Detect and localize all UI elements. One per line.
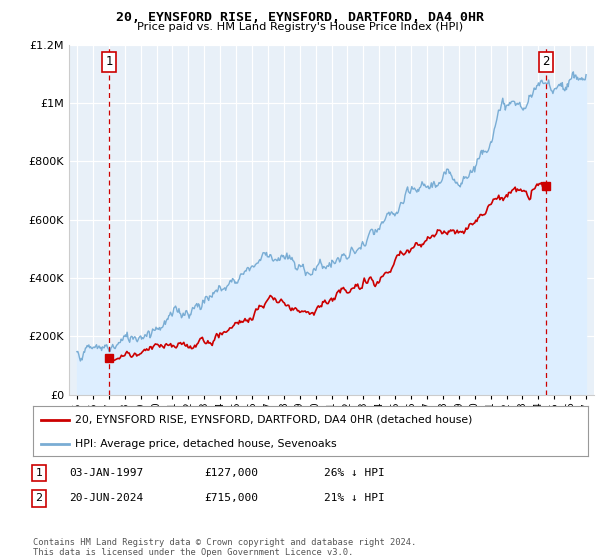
Text: 20, EYNSFORD RISE, EYNSFORD, DARTFORD, DA4 0HR (detached house): 20, EYNSFORD RISE, EYNSFORD, DARTFORD, D… xyxy=(74,414,472,424)
Text: 21% ↓ HPI: 21% ↓ HPI xyxy=(324,493,385,503)
Text: 2: 2 xyxy=(542,55,550,68)
Text: 03-JAN-1997: 03-JAN-1997 xyxy=(69,468,143,478)
Text: 1: 1 xyxy=(35,468,43,478)
Text: £127,000: £127,000 xyxy=(204,468,258,478)
Text: Contains HM Land Registry data © Crown copyright and database right 2024.
This d: Contains HM Land Registry data © Crown c… xyxy=(33,538,416,557)
Text: 1: 1 xyxy=(106,55,113,68)
Text: £715,000: £715,000 xyxy=(204,493,258,503)
Text: 26% ↓ HPI: 26% ↓ HPI xyxy=(324,468,385,478)
Text: HPI: Average price, detached house, Sevenoaks: HPI: Average price, detached house, Seve… xyxy=(74,439,336,449)
Text: 20-JUN-2024: 20-JUN-2024 xyxy=(69,493,143,503)
Text: 20, EYNSFORD RISE, EYNSFORD, DARTFORD, DA4 0HR: 20, EYNSFORD RISE, EYNSFORD, DARTFORD, D… xyxy=(116,11,484,24)
Text: Price paid vs. HM Land Registry's House Price Index (HPI): Price paid vs. HM Land Registry's House … xyxy=(137,22,463,32)
Text: 2: 2 xyxy=(35,493,43,503)
